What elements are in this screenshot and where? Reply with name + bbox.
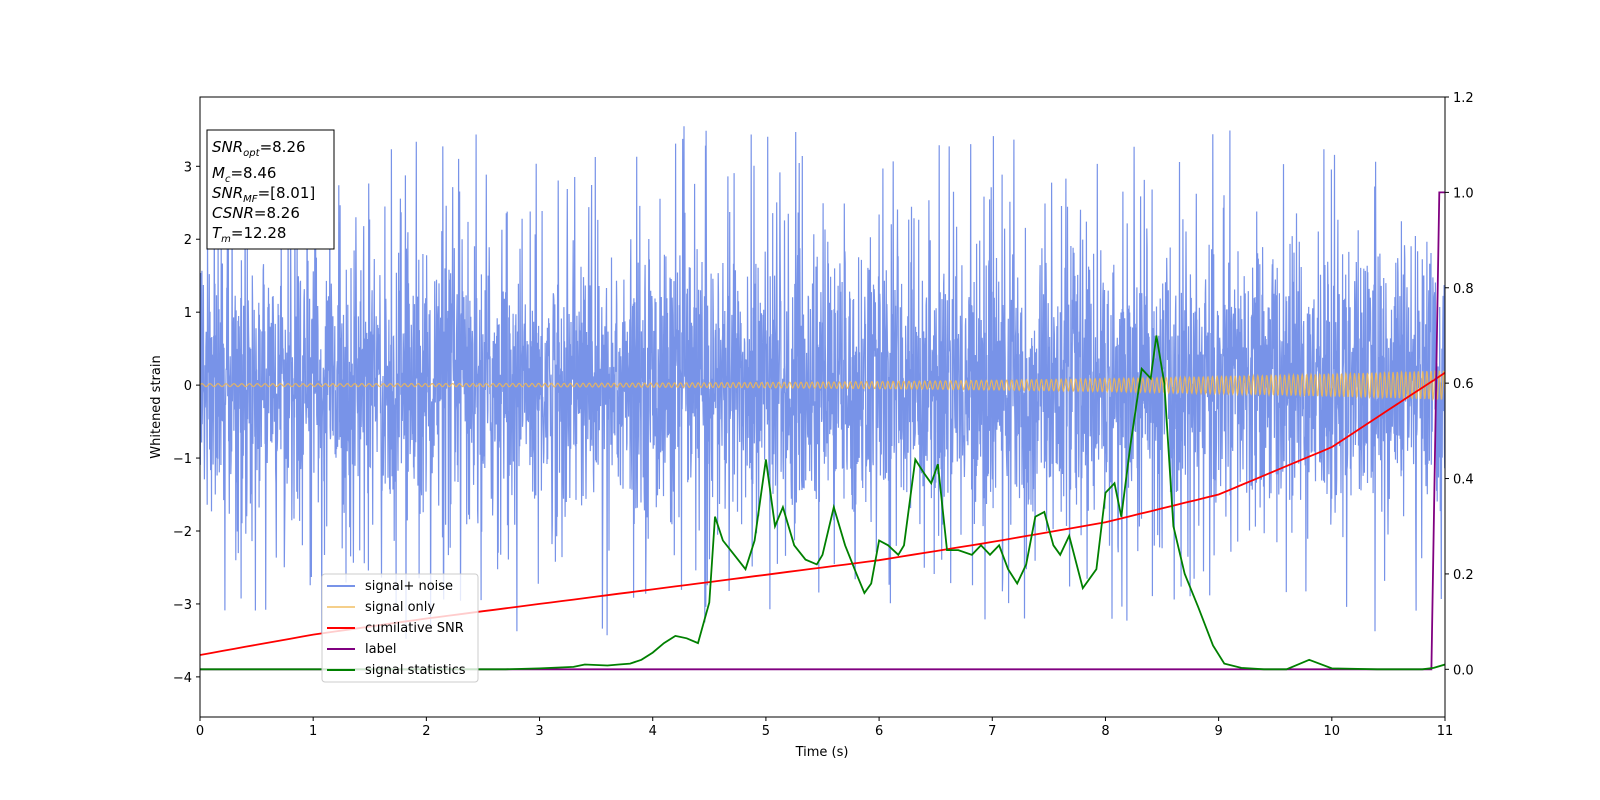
info-box: SNRopt=8.26 Mc=8.46 SNRMF=[8.01] CSNR=8.… (206, 129, 335, 250)
x-tick-label-2: 2 (422, 724, 430, 739)
x-tick-label-10: 10 (1324, 724, 1341, 739)
legend-label-label: label (365, 642, 396, 657)
x-tick-label-3: 3 (535, 724, 543, 739)
info-mc: Mc=8.46 (212, 164, 276, 185)
series-label (200, 191, 1445, 671)
x-tick-label-8: 8 (1101, 724, 1109, 739)
legend-label-signal-only: signal only (365, 600, 435, 615)
x-tick-label-11: 11 (1437, 724, 1454, 739)
x-tick-label-7: 7 (988, 724, 996, 739)
legend-item-signal-only: signal only (327, 600, 435, 615)
y-axis-right: 1.2 1.0 0.8 0.6 0.4 0.2 0.0 (1445, 91, 1474, 678)
x-tick-label-9: 9 (1214, 724, 1222, 739)
y2-tick-label-3: 0.6 (1453, 377, 1474, 392)
y-tick-label-5: −2 (173, 525, 192, 540)
legend-item-signal-noise: signal+ noise (327, 579, 453, 594)
info-snr-opt: SNRopt=8.26 (212, 138, 306, 159)
y-axis-left: 3 2 1 0 −1 −2 −3 −4 (173, 160, 200, 686)
info-csnr: CSNR=8.26 (212, 204, 300, 222)
x-axis: 0 1 2 3 4 5 6 7 8 9 10 11 (196, 717, 1453, 739)
y2-tick-label-6: 0.0 (1453, 663, 1474, 678)
y-axis-label: Whitened strain (149, 355, 164, 458)
info-box-frame (206, 129, 335, 250)
x-tick-label-1: 1 (309, 724, 317, 739)
y-tick-label-0: 3 (184, 160, 192, 175)
y-tick-label-7: −4 (173, 671, 192, 686)
legend-item-cumulative-snr: cumilative SNR (327, 621, 464, 636)
y2-tick-label-2: 0.8 (1453, 282, 1474, 297)
legend-label-signal-noise: signal+ noise (365, 579, 453, 594)
plot-frame (199, 96, 1446, 718)
y-tick-label-6: −3 (173, 598, 192, 613)
legend-label-cumulative-snr: cumilative SNR (365, 621, 464, 636)
x-tick-label-6: 6 (875, 724, 883, 739)
y-tick-label-4: −1 (173, 452, 192, 467)
series-signal-noise (200, 126, 1445, 639)
x-tick-label-5: 5 (762, 724, 770, 739)
y2-tick-label-1: 1.0 (1453, 186, 1474, 201)
y2-tick-label-5: 0.2 (1453, 568, 1474, 583)
x-tick-label-0: 0 (196, 724, 204, 739)
legend-frame (321, 573, 479, 683)
y2-tick-label-4: 0.4 (1453, 473, 1474, 488)
legend: signal+ noise signal only cumilative SNR… (321, 573, 479, 683)
info-tm: Tm=12.28 (212, 224, 286, 245)
x-axis-label: Time (s) (795, 745, 849, 760)
y-tick-label-2: 1 (184, 306, 192, 321)
series-signal-statistics (200, 335, 1445, 671)
legend-item-signal-statistics: signal statistics (327, 663, 466, 678)
y-tick-label-3: 0 (184, 379, 192, 394)
series-signal-only (200, 369, 1445, 402)
info-snr-mf: SNRMF=[8.01] (212, 184, 315, 205)
y2-tick-label-0: 1.2 (1453, 91, 1474, 106)
legend-label-signal-statistics: signal statistics (365, 663, 466, 678)
legend-item-label: label (327, 642, 396, 657)
y-tick-label-1: 2 (184, 233, 192, 248)
x-tick-label-4: 4 (649, 724, 657, 739)
